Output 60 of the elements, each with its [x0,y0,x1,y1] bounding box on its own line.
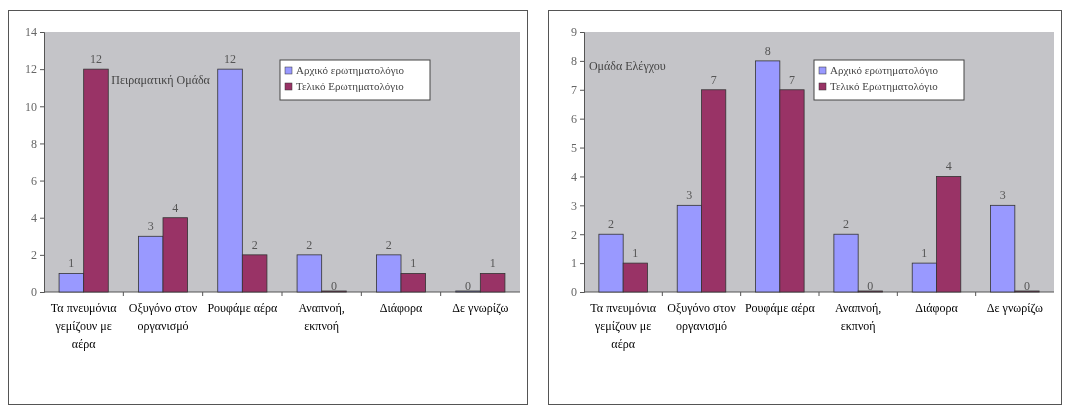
data-label: 7 [710,72,717,87]
y-tick-label: 14 [25,25,37,40]
y-tick-label: 6 [571,112,577,127]
data-label: 8 [764,43,771,58]
x-tick-label: Αναπνοή, εκπνοή [835,301,882,333]
data-label: 1 [632,246,639,261]
x-tick-label: Αναπνοή, εκπνοή [298,301,345,333]
data-label: 2 [306,237,313,252]
y-tick-label: 4 [31,211,37,226]
data-label: 12 [89,52,102,67]
y-tick-label: 0 [31,285,37,300]
x-tick-label: Δε γνωρίζω [452,301,509,315]
x-tick-label: Ρουφάμε αέρα [744,301,816,315]
text: Πειραματική Ομάδα [111,73,211,87]
data-label: 1 [68,256,75,271]
x-tick-label: Διάφορα [379,301,423,315]
x-tick-label: Οξυγόνο στον οργανισμό [667,301,737,333]
data-label: 2 [608,217,615,232]
data-label: 2 [385,237,392,252]
x-tick-label: Τα πνευμόνια γεμίζουν με αέρα [50,301,118,351]
data-label: 7 [788,72,795,87]
data-label: 0 [1023,279,1030,293]
data-label: 2 [843,217,850,232]
y-tick-label: 2 [31,248,37,263]
y-tick-label: 8 [31,136,37,151]
y-tick-label: 0 [571,285,577,300]
x-tick-label: Ρουφάμε αέρα [207,301,278,315]
y-tick-label: 5 [571,140,577,155]
legend-label: Αρχικό ερωτηματολόγιο [296,64,405,76]
legend-label: Τελικό Ερωτηματολόγιο [296,80,405,92]
text: Ομάδα Ελέγχου [588,59,666,73]
data-label: 3 [999,188,1006,203]
data-label: 4 [945,159,952,174]
x-tick-label: Δε γνωρίζω [986,301,1043,315]
y-tick-label: 4 [571,169,577,184]
y-tick-label: 10 [25,99,37,114]
data-label: 2 [251,237,258,252]
y-tick-label: 8 [571,54,577,69]
x-tick-label: Τα πνευμόνια γεμίζουν με αέρα [590,301,657,351]
y-tick-label: 7 [571,83,577,98]
data-label: 0 [867,279,874,293]
legend-label: Αρχικό ερωτηματολόγιο [830,64,939,76]
data-label: 12 [224,52,237,67]
data-label: 0 [330,279,337,293]
y-tick-label: 2 [571,227,577,242]
data-label: 4 [172,200,179,215]
data-label: 1 [410,256,417,271]
legend-label: Τελικό Ερωτηματολόγιο [830,80,939,92]
y-tick-label: 1 [571,256,577,271]
data-label: 0 [465,279,472,293]
data-label: 3 [686,188,693,203]
y-tick-label: 3 [571,198,577,213]
x-tick-label: Οξυγόνο στον οργανισμό [128,301,198,333]
x-tick-label: Διάφορα [915,301,959,315]
data-label: 1 [921,246,928,261]
y-tick-label: 6 [31,173,37,188]
data-label: 3 [147,219,154,234]
data-label: 1 [489,256,496,271]
y-tick-label: 12 [25,62,37,77]
y-tick-label: 9 [571,25,577,40]
